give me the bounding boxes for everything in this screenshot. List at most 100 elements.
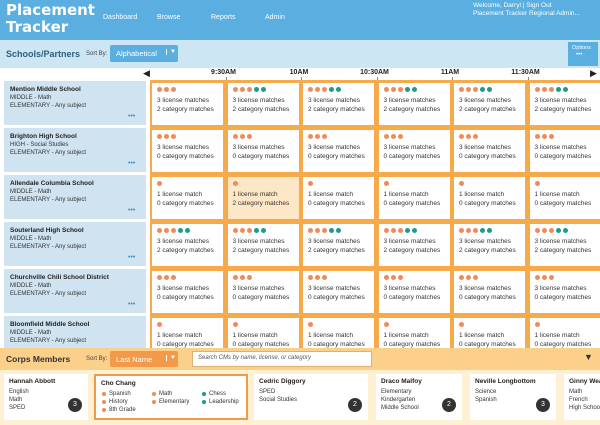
category-matches: 0 category matches (383, 153, 441, 160)
dot (315, 134, 320, 139)
member-item: Science (475, 389, 497, 395)
match-cell[interactable]: 3 license matches 2 category matches (529, 83, 600, 125)
school-card[interactable]: Churchville Chili School District MIDDLE … (4, 269, 146, 313)
member-card[interactable]: Cho Chang Spanish History 8th Grade Math Elem… (94, 374, 248, 420)
match-cell[interactable]: 3 license matches 0 category matches (454, 130, 525, 172)
member-card[interactable]: Hannah Abbott English Math SPED 3 (4, 374, 88, 420)
license-matches: 3 license matches (232, 144, 285, 151)
license-matches: 3 license matches (157, 144, 210, 151)
match-cell[interactable]: 3 license matches 2 category matches (152, 83, 223, 125)
match-cell[interactable]: 1 license match 0 category matches (378, 177, 450, 219)
arrow-right[interactable]: ▶ (590, 68, 597, 78)
dot (185, 228, 190, 233)
school-card[interactable]: Brighton High School HIGH - Social Studie… (4, 128, 146, 172)
corps-sort-value: Last Name (116, 355, 153, 364)
welcome[interactable]: Welcome, Darryl | Sign Out (473, 2, 552, 9)
match-cell[interactable]: 3 license matches 0 category matches (152, 130, 223, 172)
dot (534, 87, 540, 92)
match-cell[interactable]: 3 license matches 2 category matches (152, 224, 223, 266)
category-matches: 0 category matches (534, 153, 592, 160)
match-cell[interactable]: 3 license matches 0 category matches (227, 271, 299, 313)
match-cell[interactable]: 3 license matches 2 category matches (529, 224, 600, 266)
school-line: ELEMENTARY - Any subject (10, 197, 87, 203)
match-cell[interactable]: 1 license match 0 category matches (529, 177, 600, 219)
dot (322, 275, 327, 280)
options-button[interactable]: Options ••• (568, 42, 598, 66)
match-cell[interactable]: 1 license match 0 category matches (454, 177, 525, 219)
dot (253, 228, 259, 233)
category-matches: 0 category matches (232, 341, 290, 348)
member-name: Cedric Diggory (259, 378, 306, 385)
member-card[interactable]: Neville Longbottom Science Spanish 3 (470, 374, 556, 420)
school-name: Brighton High School (10, 133, 77, 140)
dot (541, 228, 547, 233)
member-card[interactable]: Draco Malfoy Elementary Kindergarten Middle… (376, 374, 462, 420)
dot (459, 322, 464, 327)
more-dots[interactable]: ••• (128, 254, 136, 261)
match-cell[interactable]: 3 license matches 0 category matches (378, 271, 450, 313)
match-cell[interactable]: 1 license match 0 category matches (303, 177, 374, 219)
nav-item[interactable]: Dashboard (103, 14, 138, 21)
license-matches: 1 license match (308, 332, 354, 339)
search-box[interactable]: Search CMs by name, license, or category (192, 351, 372, 367)
match-cell[interactable]: 3 license matches 0 category matches (227, 130, 299, 172)
more-dots[interactable]: ••• (128, 301, 136, 308)
dot (239, 87, 245, 92)
dot (390, 134, 396, 139)
member-name: Draco Malfoy (381, 378, 422, 385)
match-cell[interactable]: 3 license matches 0 category matches (303, 271, 374, 313)
match-cell[interactable]: 3 license matches 2 category matches (227, 224, 299, 266)
match-cell[interactable]: 3 license matches 2 category matches (378, 224, 450, 266)
more-dots[interactable]: ••• (128, 113, 136, 120)
toolbar (0, 40, 600, 68)
category-matches: 0 category matches (534, 200, 592, 207)
corps-sort-dropdown[interactable]: Last Name ▼ (110, 351, 178, 367)
member-card[interactable]: Ginny Weasley Math French High School (564, 374, 600, 420)
license-matches: 3 license matches (383, 285, 436, 292)
app-title: Placement Tracker (6, 1, 95, 36)
match-cell[interactable]: 1 license match 0 category matches (152, 177, 223, 219)
dot (232, 322, 238, 327)
more-dots[interactable]: ••• (128, 207, 136, 214)
match-cell[interactable]: 3 license matches 2 category matches (454, 224, 525, 266)
match-cell[interactable]: 1 license match 2 category matches (227, 177, 299, 219)
nav-item[interactable]: Admin (265, 14, 285, 21)
member-item: Middle School (381, 405, 419, 411)
dot (404, 228, 410, 233)
match-cell[interactable]: 3 license matches 0 category matches (529, 130, 600, 172)
nav-item[interactable]: Reports (211, 14, 236, 21)
match-cell[interactable]: 3 license matches 0 category matches (378, 130, 450, 172)
dot (202, 400, 206, 404)
member-item: Kindergarten (381, 397, 416, 403)
match-cell[interactable]: 3 license matches 0 category matches (529, 271, 600, 313)
match-cell[interactable]: 3 license matches 2 category matches (303, 224, 374, 266)
dot (152, 392, 156, 396)
more-dots[interactable]: ••• (128, 160, 136, 167)
nav-item[interactable]: Browse (157, 14, 181, 21)
match-cell[interactable]: 3 license matches 0 category matches (454, 271, 525, 313)
options-label: Options (572, 45, 591, 51)
dot (541, 87, 547, 92)
collapse-arrow[interactable]: ▼ (584, 352, 593, 362)
dot (459, 134, 464, 139)
sort-dropdown[interactable]: Alphabetical ▼ (110, 45, 178, 62)
match-cell[interactable]: 3 license matches 0 category matches (303, 130, 374, 172)
dot (336, 228, 341, 233)
member-item: Elementary (159, 399, 190, 405)
time-label: 9:30AM (211, 69, 236, 76)
dot (157, 87, 162, 92)
match-cell[interactable]: 3 license matches 2 category matches (227, 83, 299, 125)
dot (232, 228, 238, 233)
match-cell[interactable]: 3 license matches 2 category matches (454, 83, 525, 125)
match-cell[interactable]: 3 license matches 2 category matches (303, 83, 374, 125)
school-card[interactable]: Souterland High School MIDDLE - Math ELEME… (4, 222, 146, 266)
school-card[interactable]: Allendale Columbia School MIDDLE - Math EL… (4, 175, 146, 219)
member-card[interactable]: Cedric Diggory SPED Social Studies 2 (254, 374, 368, 420)
arrow-left[interactable]: ◀ (143, 68, 150, 78)
match-cell[interactable]: 3 license matches 2 category matches (378, 83, 450, 125)
match-cell[interactable]: 3 license matches 0 category matches (152, 271, 223, 313)
license-matches: 3 license matches (232, 285, 285, 292)
dot (171, 87, 176, 92)
school-card[interactable]: Mention Middle School MIDDLE - Math ELEMEN… (4, 81, 146, 125)
time-label: 11AM (440, 69, 460, 76)
